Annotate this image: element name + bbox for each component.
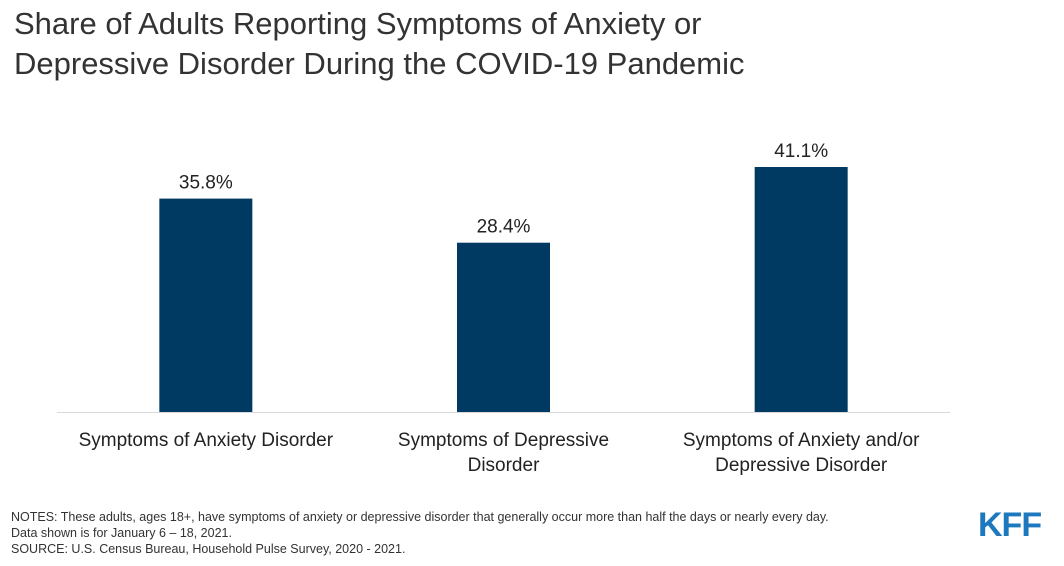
source-line: SOURCE: U.S. Census Bureau, Household Pu… [11,542,406,556]
bar-value-label: 28.4% [477,217,531,238]
notes-line-2: Data shown is for January 6 – 18, 2021. [11,526,232,540]
notes-line-1: NOTES: These adults, ages 18+, have symp… [11,510,829,524]
chart-title: Share of Adults Reporting Symptoms of An… [14,4,1014,84]
category-label-line: Symptoms of Anxiety Disorder [79,430,334,451]
bar-chart: 35.8% Symptoms of Anxiety Disorder 28.4% Sy… [57,141,950,476]
bar-value-label: 41.1% [774,141,828,162]
chart-title-line-2: Depressive Disorder During the COVID-19 … [14,46,745,81]
bar [159,198,253,412]
bar-value-label: 35.8% [179,173,233,194]
category-label-line: Symptoms of Depressive [398,430,609,451]
category-label-line: Depressive Disorder [715,455,888,476]
category-label: Symptoms of Depressive Disorder [398,430,609,476]
bar [754,167,848,412]
bar [457,242,550,412]
category-label: Symptoms of Anxiety and/or Depressive Dis… [683,430,920,476]
kff-logo: KFF [978,506,1042,544]
chart-notes: NOTES: These adults, ages 18+, have symp… [11,509,951,557]
category-label-line: Symptoms of Anxiety and/or [683,430,920,451]
category-label: Symptoms of Anxiety Disorder [79,430,334,451]
category-label-line: Disorder [468,455,540,476]
chart-title-line-1: Share of Adults Reporting Symptoms of An… [14,6,702,41]
